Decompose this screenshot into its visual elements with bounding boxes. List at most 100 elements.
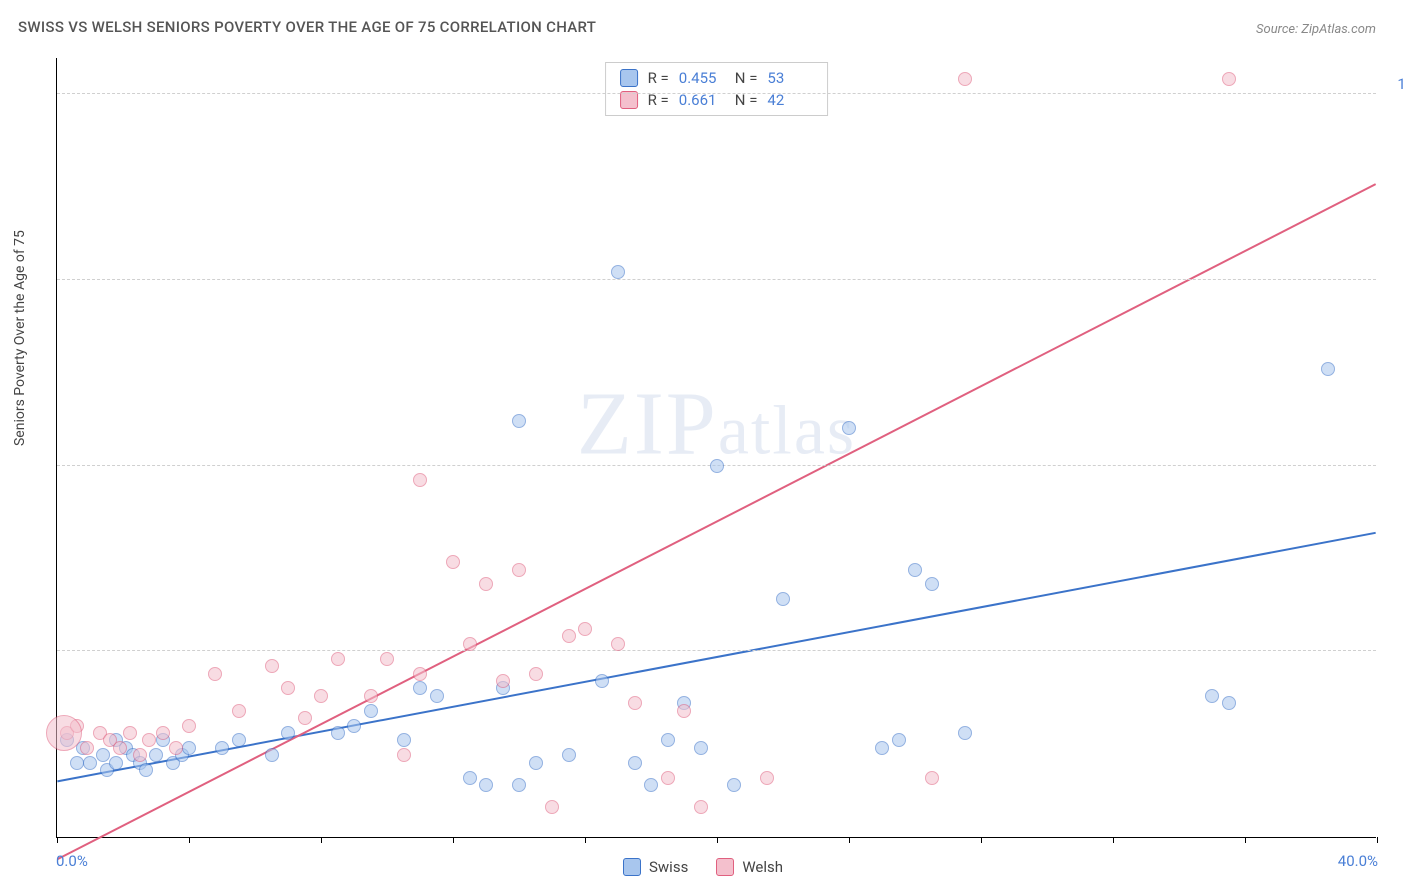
data-point [727, 778, 741, 792]
legend-item: Swiss [623, 858, 688, 876]
series-legend: Swiss Welsh [623, 858, 783, 876]
data-point [578, 622, 592, 636]
data-point [397, 748, 411, 762]
data-point [182, 741, 196, 755]
data-point [413, 667, 427, 681]
data-point [397, 733, 411, 747]
x-max-label: 40.0% [1338, 852, 1378, 870]
gridline [57, 93, 1376, 94]
data-point [413, 473, 427, 487]
data-point [677, 704, 691, 718]
data-point [123, 726, 137, 740]
data-point [875, 741, 889, 755]
gridline [57, 279, 1376, 280]
data-point [281, 681, 295, 695]
data-point [694, 741, 708, 755]
data-point [80, 741, 94, 755]
data-point [611, 265, 625, 279]
data-point [364, 704, 378, 718]
data-point [529, 667, 543, 681]
data-point [347, 719, 361, 733]
y-tick-label: 25.0% [1386, 632, 1406, 650]
data-point [142, 733, 156, 747]
data-point [83, 756, 97, 770]
data-point [232, 733, 246, 747]
data-point [562, 629, 576, 643]
x-tick [453, 837, 454, 843]
data-point [644, 778, 658, 792]
data-point [413, 681, 427, 695]
data-point [364, 689, 378, 703]
data-point [109, 756, 123, 770]
data-point [182, 719, 196, 733]
data-point [958, 72, 972, 86]
legend-label: Welsh [742, 858, 783, 876]
data-point [710, 459, 724, 473]
data-point [661, 733, 675, 747]
data-point [760, 771, 774, 785]
data-point [908, 563, 922, 577]
data-point [661, 771, 675, 785]
data-point [96, 748, 110, 762]
plot-area: ZIPatlas R = 0.455N = 53R = 0.661N = 42 … [56, 58, 1376, 838]
r-label: R = [648, 69, 669, 87]
data-point [149, 748, 163, 762]
data-point [892, 733, 906, 747]
source-credit: Source: ZipAtlas.com [1256, 22, 1376, 37]
data-point [265, 659, 279, 673]
y-axis-label: Seniors Poverty Over the Age of 75 [12, 230, 28, 446]
data-point [1321, 362, 1335, 376]
data-point [925, 577, 939, 591]
data-point [430, 689, 444, 703]
trend-lines [57, 58, 1376, 837]
data-point [463, 771, 477, 785]
data-point [380, 652, 394, 666]
data-point [169, 741, 183, 755]
data-point [139, 763, 153, 777]
data-point [298, 711, 312, 725]
data-point [628, 696, 642, 710]
y-tick-label: 50.0% [1386, 447, 1406, 465]
x-tick [585, 837, 586, 843]
data-point [331, 726, 345, 740]
data-point [331, 652, 345, 666]
data-point [281, 726, 295, 740]
data-point [1205, 689, 1219, 703]
data-point [479, 577, 493, 591]
y-tick-label: 75.0% [1386, 261, 1406, 279]
data-point [512, 414, 526, 428]
data-point [496, 674, 510, 688]
gridline [57, 650, 1376, 651]
legend-swatch [623, 858, 641, 876]
data-point [958, 726, 972, 740]
y-tick-label: 100.0% [1386, 75, 1406, 93]
data-point [925, 771, 939, 785]
chart-title: SWISS VS WELSH SENIORS POVERTY OVER THE … [18, 18, 596, 36]
data-point [446, 555, 460, 569]
data-point [842, 421, 856, 435]
data-point [265, 748, 279, 762]
data-point [512, 778, 526, 792]
data-point [512, 563, 526, 577]
legend-swatch [716, 858, 734, 876]
data-point [628, 756, 642, 770]
data-point [1222, 696, 1236, 710]
n-label: N = [735, 69, 758, 87]
data-point [479, 778, 493, 792]
data-point [463, 637, 477, 651]
data-point [133, 748, 147, 762]
data-point [529, 756, 543, 770]
x-tick [189, 837, 190, 843]
data-point-large [46, 715, 82, 751]
stats-legend: R = 0.455N = 53R = 0.661N = 42 [605, 62, 829, 116]
data-point [156, 726, 170, 740]
data-point [1222, 72, 1236, 86]
data-point [215, 741, 229, 755]
data-point [776, 592, 790, 606]
x-tick [1245, 837, 1246, 843]
x-tick [849, 837, 850, 843]
x-tick [1377, 837, 1378, 843]
data-point [562, 748, 576, 762]
data-point [694, 800, 708, 814]
n-value: 53 [767, 69, 813, 87]
